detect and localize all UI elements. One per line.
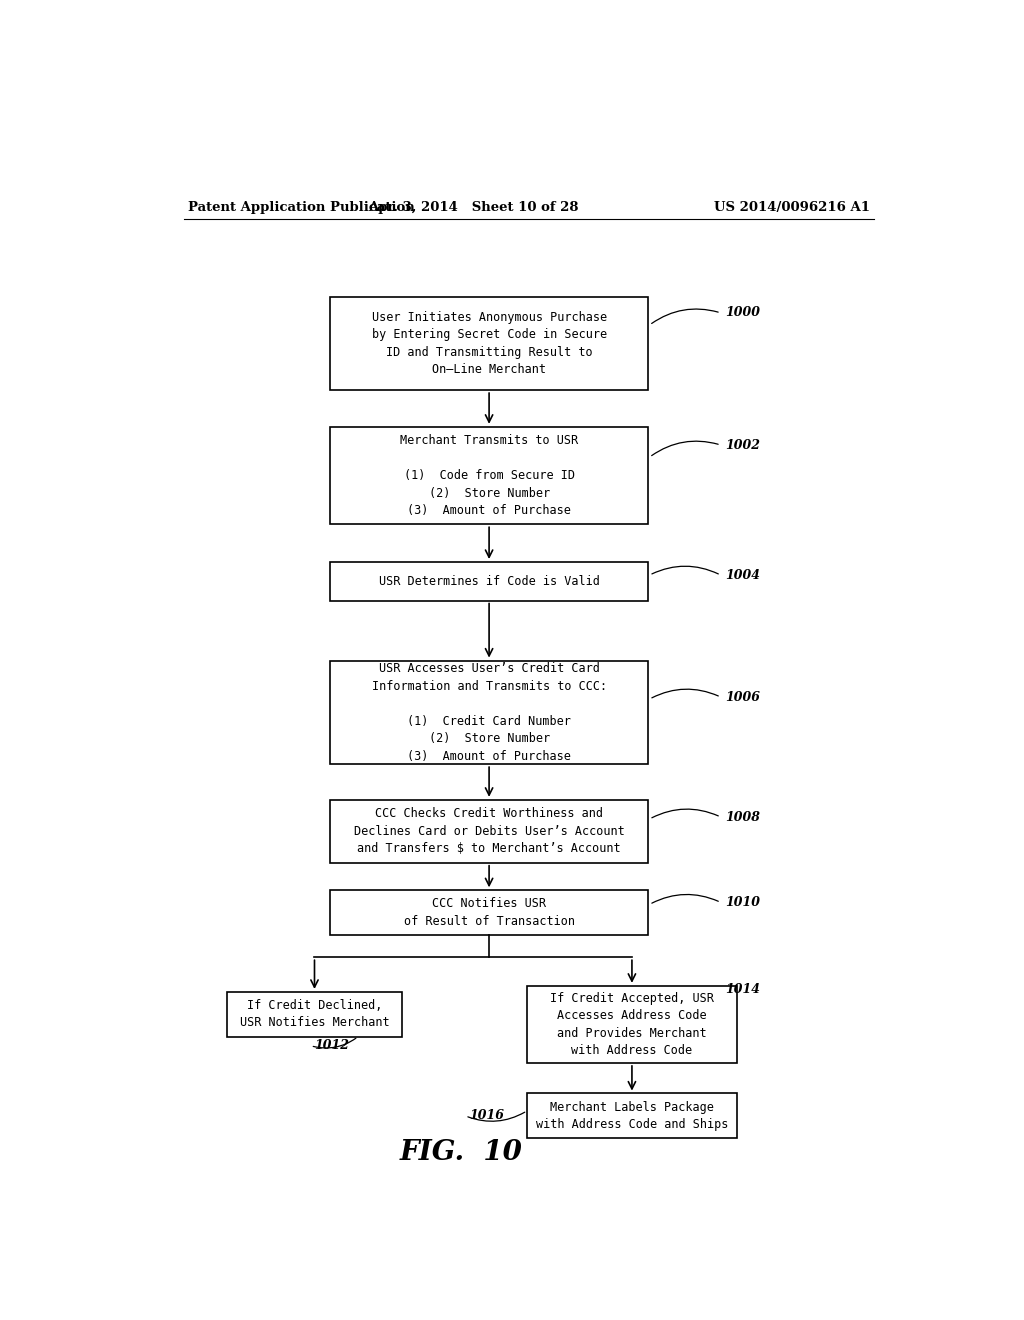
Text: Apr. 3, 2014   Sheet 10 of 28: Apr. 3, 2014 Sheet 10 of 28	[368, 201, 579, 214]
Text: 1004: 1004	[725, 569, 760, 582]
Text: Merchant Transmits to USR
 
(1)  Code from Secure ID
(2)  Store Number
(3)  Amou: Merchant Transmits to USR (1) Code from …	[400, 434, 579, 517]
Text: FIG.  10: FIG. 10	[400, 1139, 522, 1166]
Text: CCC Notifies USR
of Result of Transaction: CCC Notifies USR of Result of Transactio…	[403, 898, 574, 928]
Bar	[526, 986, 737, 1063]
Text: 1008: 1008	[725, 810, 760, 824]
Text: 1002: 1002	[725, 438, 760, 451]
Bar	[331, 800, 648, 863]
Text: 1006: 1006	[725, 690, 760, 704]
Text: Patent Application Publication: Patent Application Publication	[187, 201, 415, 214]
Text: 1016: 1016	[469, 1109, 504, 1122]
Text: Merchant Labels Package
with Address Code and Ships: Merchant Labels Package with Address Cod…	[536, 1101, 728, 1131]
Text: USR Accesses User’s Credit Card
Information and Transmits to CCC:
 
(1)  Credit : USR Accesses User’s Credit Card Informat…	[372, 663, 606, 763]
Bar	[526, 1093, 737, 1138]
Text: CCC Checks Credit Worthiness and
Declines Card or Debits User’s Account
and Tran: CCC Checks Credit Worthiness and Decline…	[353, 808, 625, 855]
Bar	[227, 991, 401, 1036]
Bar	[331, 426, 648, 524]
Text: USR Determines if Code is Valid: USR Determines if Code is Valid	[379, 574, 599, 587]
Bar	[331, 660, 648, 764]
Text: US 2014/0096216 A1: US 2014/0096216 A1	[714, 201, 870, 214]
Text: User Initiates Anonymous Purchase
by Entering Secret Code in Secure
ID and Trans: User Initiates Anonymous Purchase by Ent…	[372, 310, 606, 376]
Text: 1000: 1000	[725, 306, 760, 319]
Text: 1012: 1012	[314, 1039, 349, 1052]
Bar	[331, 562, 648, 601]
Text: If Credit Declined,
USR Notifies Merchant: If Credit Declined, USR Notifies Merchan…	[240, 999, 389, 1030]
Text: 1010: 1010	[725, 896, 760, 909]
Bar	[331, 890, 648, 935]
Text: If Credit Accepted, USR
Accesses Address Code
and Provides Merchant
with Address: If Credit Accepted, USR Accesses Address…	[550, 991, 714, 1057]
Text: 1014: 1014	[725, 983, 760, 997]
Bar	[331, 297, 648, 391]
